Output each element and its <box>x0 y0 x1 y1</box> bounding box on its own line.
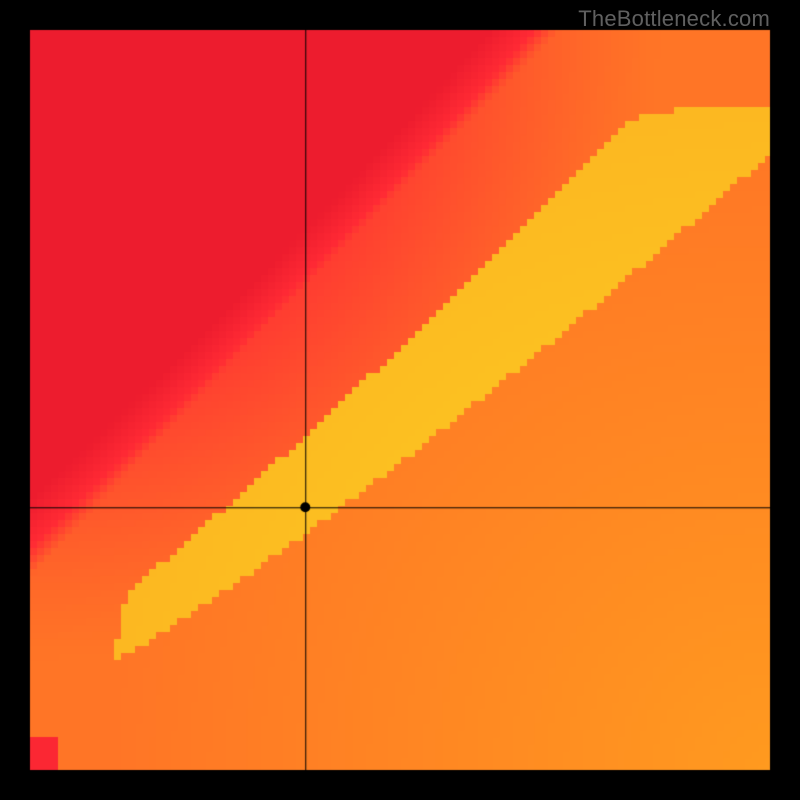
watermark-text: TheBottleneck.com <box>578 6 770 32</box>
chart-container: TheBottleneck.com <box>0 0 800 800</box>
bottleneck-heatmap-canvas <box>0 0 800 800</box>
